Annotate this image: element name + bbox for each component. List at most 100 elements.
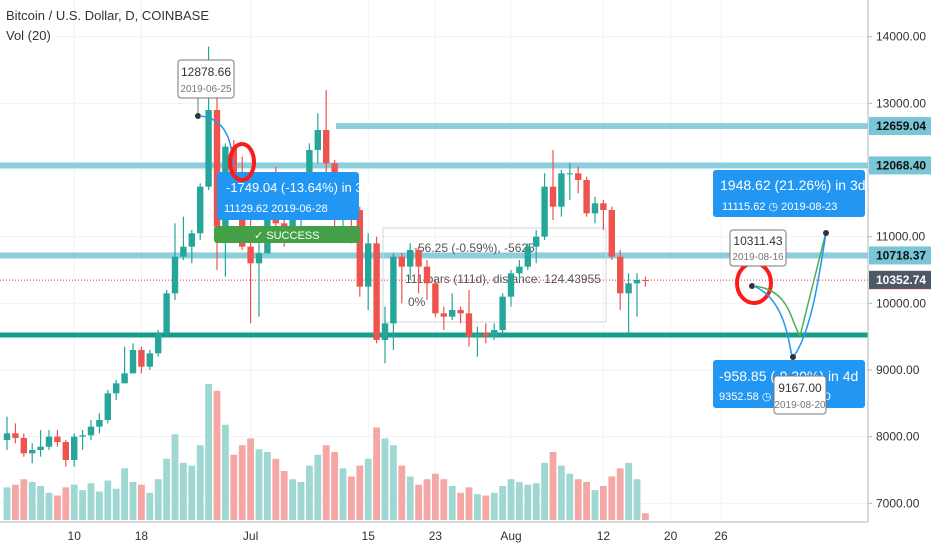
mid-callout-price: 10311.43 [733,234,782,248]
volume-bar [600,486,607,520]
candle-body [213,110,221,227]
x-tick-label: 26 [714,529,728,543]
volume-bar [306,465,313,520]
volume-bar [331,452,338,520]
candle-body [356,210,363,287]
candle-body [79,435,86,437]
low-callout[interactable]: 9167.00 2019-08-20 [773,375,827,415]
candle-body [507,273,515,297]
candle-body [558,173,565,207]
candle-body [407,250,414,267]
low-callout-date: 2019-08-20 [774,400,826,411]
range-bars-text: 111 bars (111d), distance: 124.43955 [405,272,601,286]
candle-body [365,243,372,287]
level-line-10718[interactable] [0,252,868,259]
candle-body [323,130,330,164]
volume-bar [280,471,288,520]
range-box [382,227,607,323]
volume-bar [264,452,271,520]
price-axis[interactable]: 14000.0013000.0012000.0011000.0010000.00… [867,0,932,550]
high-callout[interactable]: 12878.66 2019-06-25 [177,59,235,171]
candle-body [54,436,61,442]
level-line-12659[interactable] [336,123,868,130]
candle-body [121,373,128,384]
candle-body [12,433,19,438]
volume-bar [272,458,280,520]
volume-bar [549,452,557,520]
volume-bar [381,438,389,520]
price-label: 10352.74 [876,273,926,287]
candle-body [373,243,380,340]
up-projection-label[interactable]: 1948.62 (21.26%) in 3d 11115.62 ◷ 2019-08… [713,170,866,217]
x-tick-label: Aug [500,529,521,543]
volume-bar [79,490,86,520]
low-callout-price: 9167.00 [778,381,822,395]
volume-bar [583,481,590,520]
volume-bar [339,468,347,520]
mid-point-marker [749,283,755,289]
candle-body [491,330,498,337]
candle-body [617,256,624,294]
volume-bar [289,479,296,520]
low-point-marker [790,354,796,360]
volume-indicator-label: Vol (20) [6,28,51,43]
candle-body [113,383,120,394]
volume-bar [314,454,322,520]
volume-bar [54,495,61,520]
high-callout-price: 12878.66 [181,65,231,79]
volume-bar [12,484,19,520]
candle-body [62,442,69,460]
volume-bar [625,462,632,520]
june-projection-box [217,172,359,220]
candle-body [482,333,489,337]
level-line-12068[interactable] [0,162,868,169]
candle-body [255,253,263,264]
support-line[interactable] [0,332,868,338]
y-tick-label: 13000.00 [876,96,926,110]
price-label: 12659.04 [876,119,926,133]
volume-bar [129,481,137,520]
candle-body [549,186,557,207]
mid-callout[interactable]: 10311.43 2019-08-16 [729,229,787,289]
x-tick-label: 23 [429,529,443,543]
symbol-title: Bitcoin / U.S. Dollar, D, COINBASE [6,8,210,23]
volume-bar [633,479,641,520]
high-callout-box [177,59,235,99]
candle-body [625,283,632,294]
candle-body [415,250,422,267]
candle-body [314,130,321,150]
volume-bar [566,473,574,520]
volume-bar [406,476,414,520]
red-highlight-circle [228,142,256,182]
candle-body [566,173,573,175]
volume-bar [507,479,515,520]
candle-body [188,233,195,247]
y-tick-label: 8000.00 [876,430,920,444]
time-axis[interactable]: 10 18 Jul 15 23 Aug 12 20 26 [0,521,868,543]
horizontal-levels [0,123,868,338]
y-tick-label: 10000.00 [876,296,926,310]
candle-body [583,180,590,214]
volume-bar [3,487,11,520]
down-projection-arc [753,285,793,357]
high-point-marker [195,113,201,119]
volume-bar [45,492,53,520]
high-callout-date: 2019-06-25 [180,84,232,95]
candle-body [171,256,179,294]
volume-bar [482,495,490,520]
candle-body [45,436,53,447]
volume-bar [205,384,212,520]
june-projection[interactable]: -1749.04 (-13.64%) in 3d 11129.62 2019-06… [214,172,370,243]
date-range-measure[interactable]: -56.25 (-0.59%), -5625 111 bars (111d), d… [382,227,607,323]
candle-body [129,350,137,374]
candle-body [180,246,187,257]
candle-body [247,246,254,264]
projection-arrows [753,230,829,360]
volume-bar [62,487,70,520]
candle-body [440,313,447,317]
price-label-bg [869,246,931,265]
volume-bar [541,462,548,520]
volume-bar [398,465,406,520]
candle-body [575,173,582,180]
